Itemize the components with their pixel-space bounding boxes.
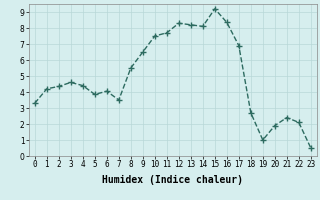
- X-axis label: Humidex (Indice chaleur): Humidex (Indice chaleur): [102, 175, 243, 185]
